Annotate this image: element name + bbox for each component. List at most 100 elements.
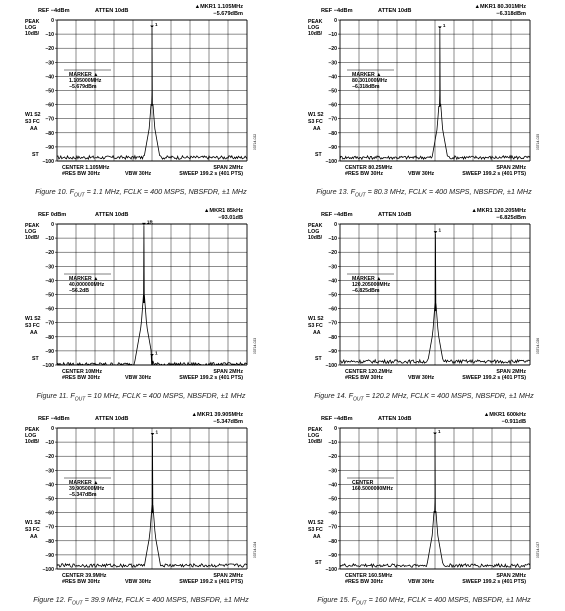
peak-marker [142,222,146,226]
spectrum-plot: REF −4dBm ATTEN 10dB▲MKR1 120.205MHz−6.82… [308,208,540,381]
marker-readout-freq: ▲MKR1 39.905MHz [191,412,243,418]
vbw-label: VBW 30Hz [125,171,152,177]
scale-label: 10dB/ [25,235,40,241]
y-tick-label: −60 [45,103,54,109]
figure-side-code: 03714-026 [536,338,540,354]
caption-subscript: OUT [355,192,366,199]
caption-rest: = 1.1 MHz, FCLK = 400 MSPS, NBSFDR, ±1 M… [84,187,247,196]
marker-readout-freq: ▲MKR1 80.301MHz [474,4,526,10]
w1s2-label: W1 S2 [25,112,41,118]
y-tick-label: −40 [45,482,54,488]
center-frequency-label: CENTER 80.25MHz [345,165,393,171]
y-tick-label: −100 [325,567,337,573]
marker-box-title: MARKER ▲ [352,276,381,282]
y-tick-label: −50 [45,497,54,503]
log-label: LOG [308,25,319,31]
st-label: ST [32,152,39,158]
y-tick-label: −100 [325,159,337,165]
y-tick-label: −70 [45,321,54,327]
spectrum-panel: REF −4dBm ATTEN 10dB ▲MKR1 600kHz −0.911dB 0… [283,408,565,611]
y-tick-label: −70 [328,525,337,531]
log-label: LOG [308,433,319,439]
spectrum-trace [56,435,248,569]
y-tick-label: −30 [328,468,337,474]
peak-marker [433,432,437,436]
y-tick-label: −40 [328,278,337,284]
y-tick-label: −30 [328,264,337,270]
marker-readout-freq: ▲MKR1 600kHz [484,412,526,418]
figure-caption: Figure 15. FOUT = 160 MHz, FCLK = 400 MS… [283,595,565,606]
ref-level-label: REF −4dBm [38,416,70,422]
peak-label: PEAK [308,223,323,229]
log-label: LOG [308,229,319,235]
atten-label: ATTEN 10dB [95,8,128,14]
spectrum-trace [56,225,248,367]
spectrum-trace [56,28,248,161]
caption-rest: = 10 MHz, FCLK = 400 MSPS, NBSFDR, ±1 MH… [85,391,246,400]
log-label: LOG [25,229,36,235]
caption-prefix: Figure 11. F [36,391,75,400]
spectrum-plot: REF 0dBm ATTEN 10dB ▲MKR1 85kHz−93.01dB 0 −1… [25,208,257,381]
vbw-label: VBW 30Hz [408,579,435,585]
y-tick-label: −40 [328,74,337,80]
y-tick-label: −40 [45,74,54,80]
y-tick-label: −100 [42,363,54,369]
plot-grid [56,19,248,162]
s3fc-label: S3 FC [308,323,323,329]
atten-label: ATTEN 10dB [378,416,411,422]
y-tick-label: −60 [328,307,337,313]
vbw-label: VBW 30Hz [125,579,152,585]
center-frequency-label: CENTER 39.9MHz [62,573,107,579]
peak-marker-label: 1 [438,228,441,233]
y-tick-label: −80 [45,131,54,137]
ref-level-label: REF −4dBm [321,212,353,218]
scale-label: 10dB/ [25,439,40,445]
sweep-label: SWEEP 199.2 s (401 PTS) [462,579,526,585]
span-label: SPAN 2MHz [496,573,526,579]
y-tick-label: −90 [45,553,54,559]
sweep-label: SWEEP 199.2 s (401 PTS) [179,375,243,381]
spectrum-panel: REF −4dBm ATTEN 10dB ▲MKR1 120.205MHz −6.82… [283,204,565,407]
caption-prefix: Figure 15. F [317,595,357,604]
sweep-label: SWEEP 199.2 s (401 PTS) [179,579,243,585]
w1s2-label: W1 S2 [25,520,41,526]
marker-box-title: MARKER ▲ [69,72,98,78]
y-tick-label: −70 [45,525,54,531]
center-frequency-label: CENTER 120.2MHz [345,369,393,375]
figure-caption: Figure 10. FOUT = 1.1 MHz, FCLK = 400 MS… [0,187,282,198]
peak-marker [150,354,154,357]
y-tick-label: −30 [45,264,54,270]
span-label: SPAN 2MHz [213,369,243,375]
y-tick-label: 0 [334,18,337,24]
marker-box-title: MARKER ▲ [69,480,98,486]
marker-box-title: MARKER ▲ [352,72,381,78]
peak-label: PEAK [308,427,323,433]
y-tick-label: −90 [45,349,54,355]
y-tick-label: −10 [328,236,337,242]
y-tick-label: −50 [45,293,54,299]
ref-level-label: REF −4dBm [321,416,353,422]
marker-readout-level: −5.679dBm [213,11,243,17]
w1s2-label: W1 S2 [308,316,324,322]
marker-readout-level: −6.825dBm [496,215,526,221]
ref-level-label: REF −4dBm [321,8,353,14]
st-label: ST [32,356,39,362]
y-tick-label: −60 [328,511,337,517]
caption-prefix: Figure 10. F [35,187,75,196]
marker-box-title: CENTER [352,480,374,486]
y-tick-label: −20 [328,46,337,52]
y-tick-label: −100 [325,363,337,369]
atten-label: ATTEN 10dB [95,416,128,422]
y-tick-label: −50 [328,293,337,299]
y-tick-label: 0 [51,222,54,228]
marker-box-title: MARKER ▲ [69,276,98,282]
marker-box-level: −5.679dBm [69,84,97,90]
spectrum-panel: REF −4dBm ATTEN 10dB ▲MKR1 1.105MHz −5.679d… [0,0,282,203]
caption-subscript: OUT [353,396,364,403]
y-tick-label: −100 [42,567,54,573]
spectrum-panel: REF 0dBm ATTEN 10dB ▲MKR1 85kHz −93.01dB 0 −1… [0,204,282,407]
log-label: LOG [25,433,36,439]
spectrum-plot: REF −4dBm ATTEN 10dB▲MKR1 1.105MHz−5.679d… [25,4,257,177]
y-tick-label: −100 [42,159,54,165]
y-tick-label: −10 [328,32,337,38]
